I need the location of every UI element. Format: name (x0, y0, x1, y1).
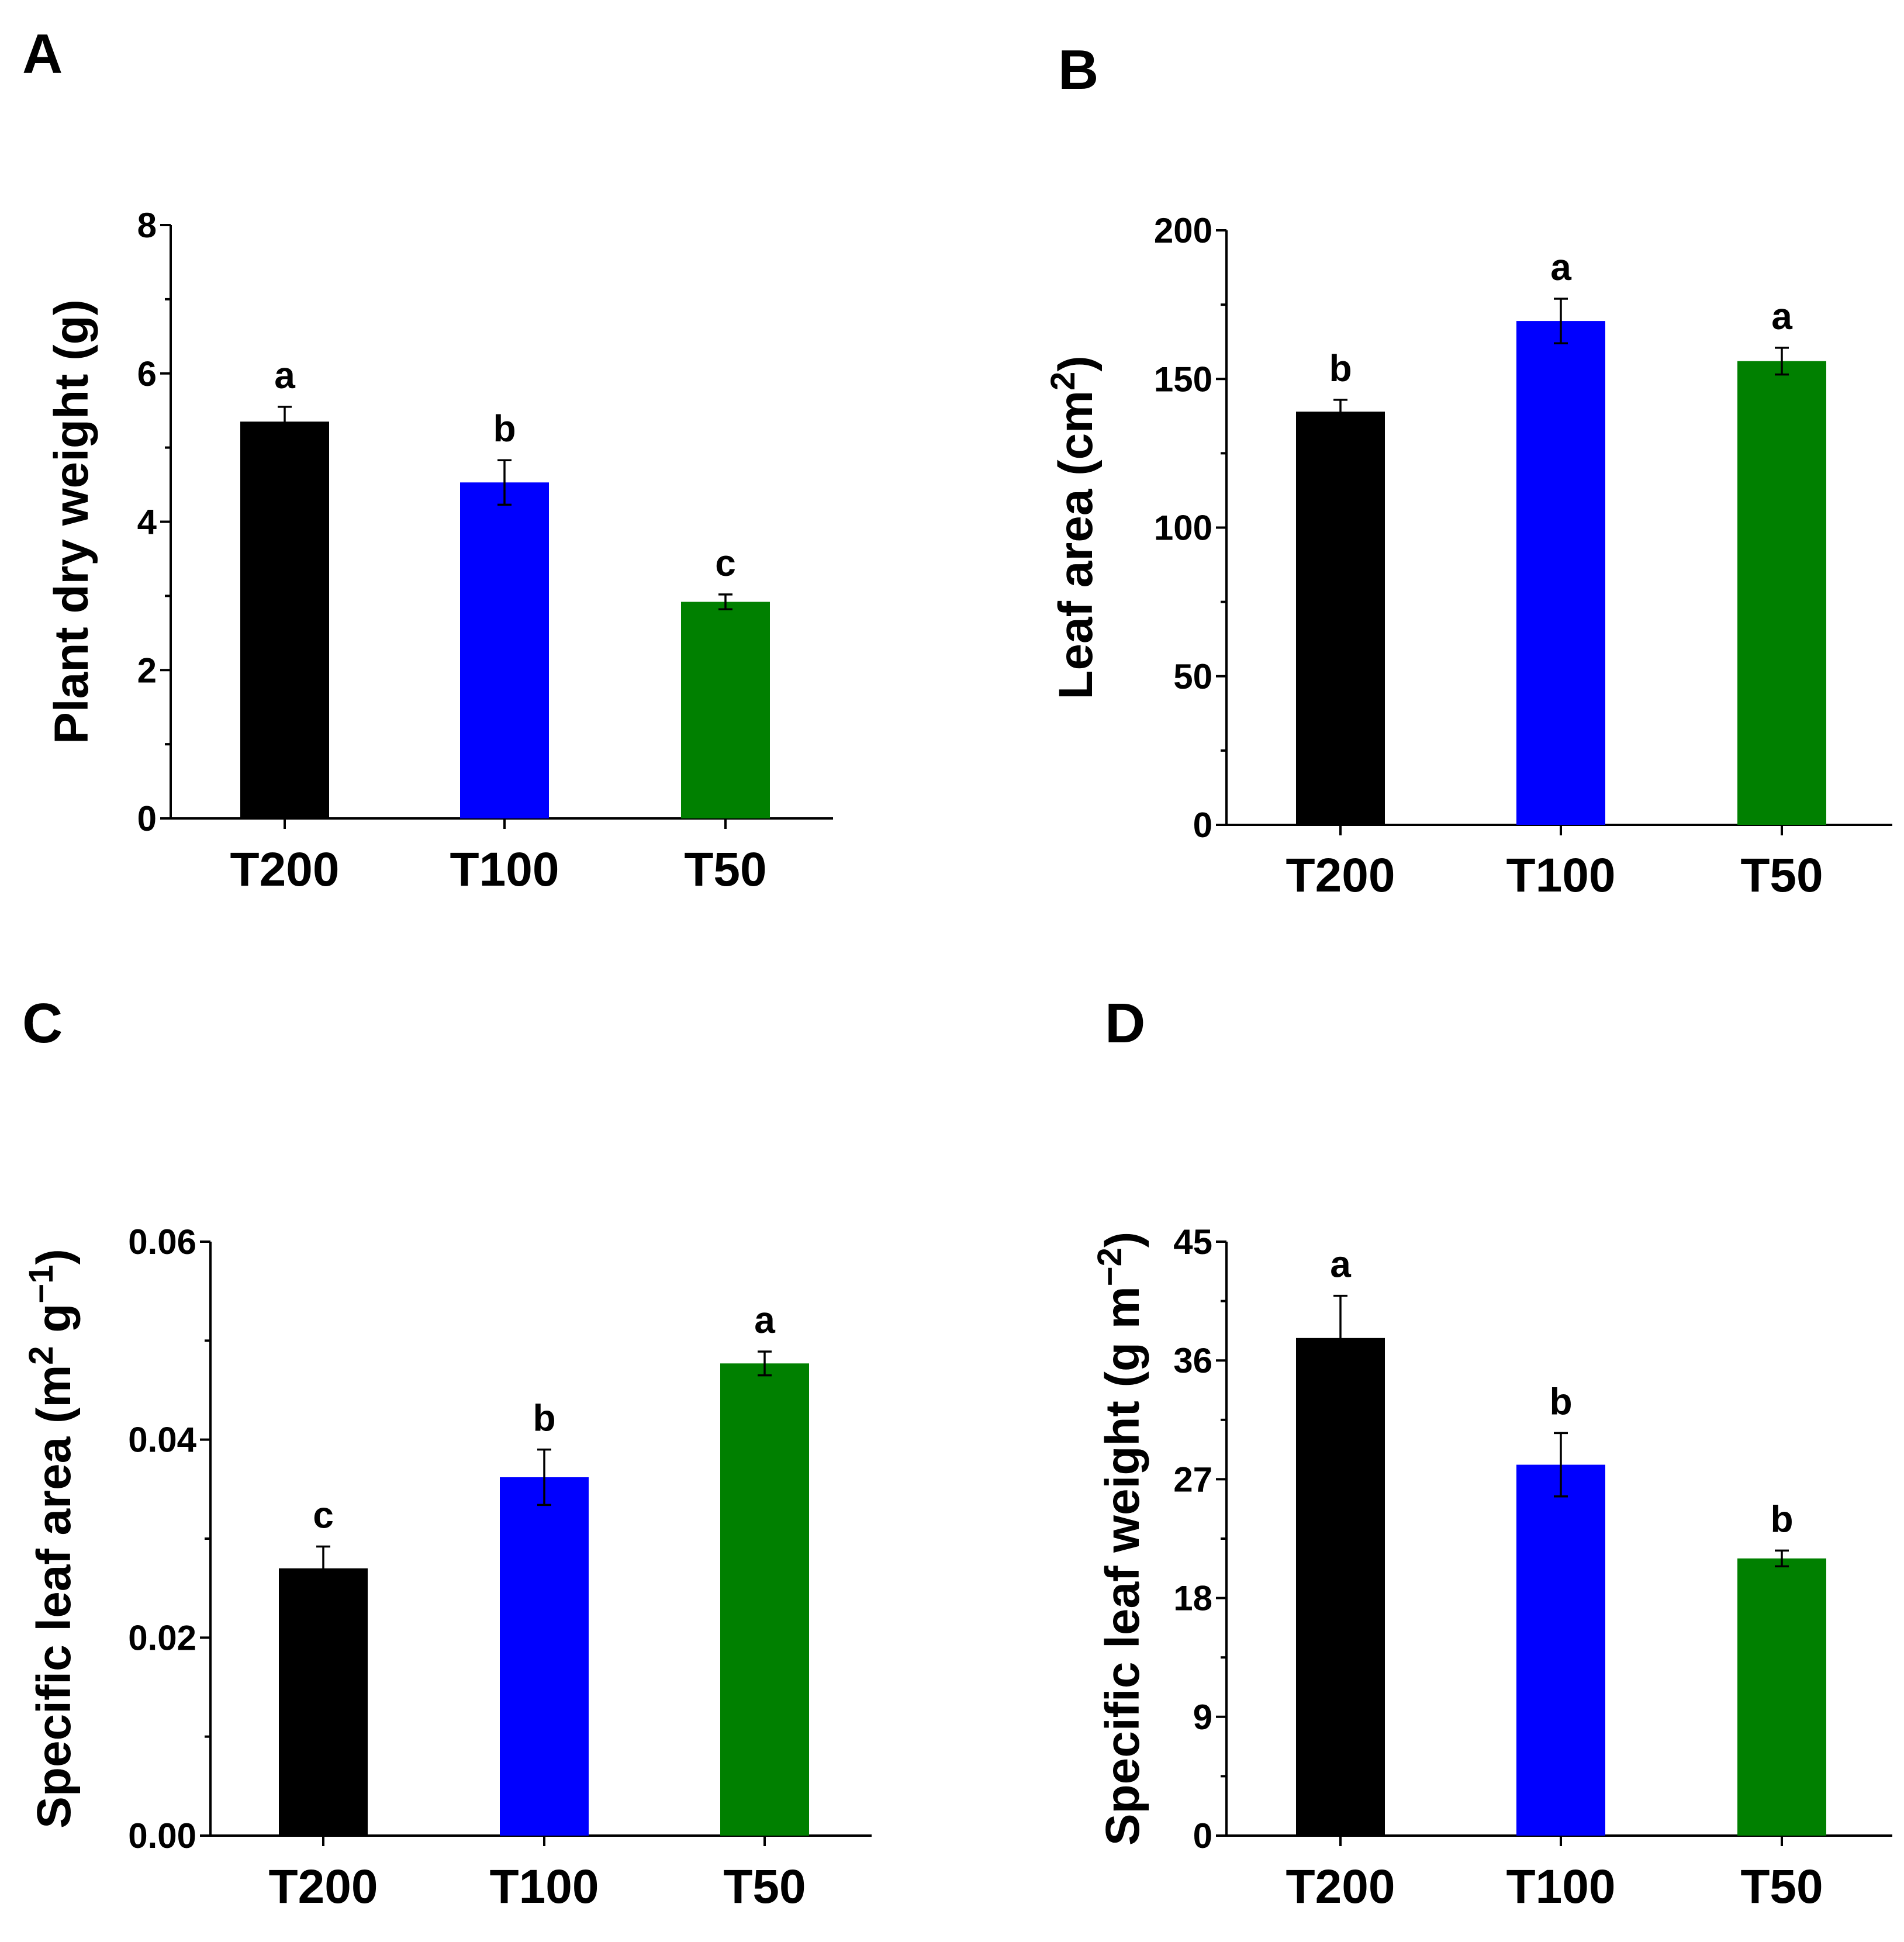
chart-panel-c: C Specific leaf area (m2 g−1) 0.00 0.02 0.04… (22, 992, 872, 1913)
y-tick-label: 27 (1173, 1460, 1212, 1499)
x-tick-label-t50: T50 (1740, 849, 1823, 902)
y-tick-label: 0 (1193, 1816, 1212, 1855)
x-tick-label-t100: T100 (1506, 1860, 1616, 1913)
y-tick-label: 150 (1154, 360, 1212, 399)
significance-letter-t100: b (1549, 1380, 1572, 1422)
y-axis-title-c: Specific leaf area (m2 g−1) (22, 1249, 81, 1829)
y-tick-label: 9 (1193, 1698, 1212, 1737)
y-tick-label: 0.02 (128, 1618, 196, 1657)
x-tick-label-t100: T100 (1506, 849, 1616, 902)
significance-letter-t50: b (1770, 1498, 1793, 1540)
bar-t200 (279, 1568, 368, 1836)
bar-t50 (1737, 361, 1826, 825)
y-tick-label: 4 (137, 503, 157, 542)
y-tick-label: 50 (1173, 657, 1212, 696)
x-tick-label-t100: T100 (450, 843, 559, 896)
y-tick-label: 0 (1193, 806, 1212, 845)
significance-letter-t50: c (715, 542, 736, 584)
x-tick-label-t50: T50 (684, 843, 766, 896)
significance-letter-t100: b (533, 1397, 555, 1439)
chart-panel-b: B Leaf area (cm2) 0 50 100 150 200 b T200 a T100 a T… (1044, 39, 1892, 902)
panel-label-c: C (22, 992, 63, 1055)
significance-letter-t200: b (1329, 347, 1352, 389)
y-tick-label: 36 (1173, 1341, 1212, 1380)
significance-letter-t50: a (754, 1299, 775, 1341)
significance-letter-t50: a (1771, 295, 1792, 337)
x-tick-label-t100: T100 (490, 1860, 599, 1913)
bar-t50 (720, 1363, 809, 1836)
panel-label-b: B (1058, 39, 1098, 101)
y-tick-label: 18 (1173, 1579, 1212, 1618)
chart-panel-a: A Plant dry weight (g) 0 2 4 6 8 a T200 b T100 c T50 (22, 23, 833, 896)
panel-label-d: D (1105, 992, 1145, 1055)
chart-panel-d: D Specific leaf weight (g m−2) 0 9 18 27 36 45 a… (1091, 992, 1892, 1913)
y-axis-title-b: Leaf area (cm2) (1044, 355, 1103, 699)
bar-t200 (240, 421, 329, 818)
bar-t200 (1296, 412, 1385, 825)
significance-letter-t200: a (274, 354, 295, 396)
x-tick-label-t50: T50 (723, 1860, 806, 1913)
significance-letter-t200: c (313, 1494, 334, 1536)
bar-t100 (500, 1477, 589, 1836)
significance-letter-t200: a (1330, 1243, 1351, 1286)
y-tick-label: 8 (137, 206, 157, 245)
bar-t100 (1516, 321, 1605, 825)
y-tick-label: 0.04 (128, 1421, 196, 1460)
bar-t100 (1516, 1464, 1605, 1836)
bar-t50 (681, 602, 770, 818)
y-tick-label: 2 (137, 651, 157, 690)
x-tick-label-t200: T200 (1286, 1860, 1395, 1913)
x-tick-label-t50: T50 (1740, 1860, 1823, 1913)
y-tick-label: 100 (1154, 509, 1212, 548)
x-tick-label-t200: T200 (269, 1860, 378, 1913)
significance-letter-t100: b (493, 407, 516, 450)
y-tick-label: 0 (137, 799, 157, 838)
bar-t100 (460, 482, 549, 818)
x-tick-label-t200: T200 (1286, 849, 1395, 902)
panel-label-a: A (22, 23, 63, 85)
y-tick-label: 45 (1173, 1222, 1212, 1262)
significance-letter-t100: a (1550, 246, 1571, 288)
bar-t200 (1296, 1338, 1385, 1836)
x-tick-label-t200: T200 (230, 843, 340, 896)
y-tick-label: 0.06 (128, 1222, 196, 1262)
y-tick-label: 200 (1154, 211, 1212, 250)
y-axis-title-d: Specific leaf weight (g m−2) (1091, 1232, 1149, 1846)
y-tick-label: 0.00 (128, 1816, 196, 1855)
y-axis-title-a: Plant dry weight (g) (45, 299, 98, 744)
y-tick-label: 6 (137, 354, 157, 393)
bar-t50 (1737, 1558, 1826, 1836)
